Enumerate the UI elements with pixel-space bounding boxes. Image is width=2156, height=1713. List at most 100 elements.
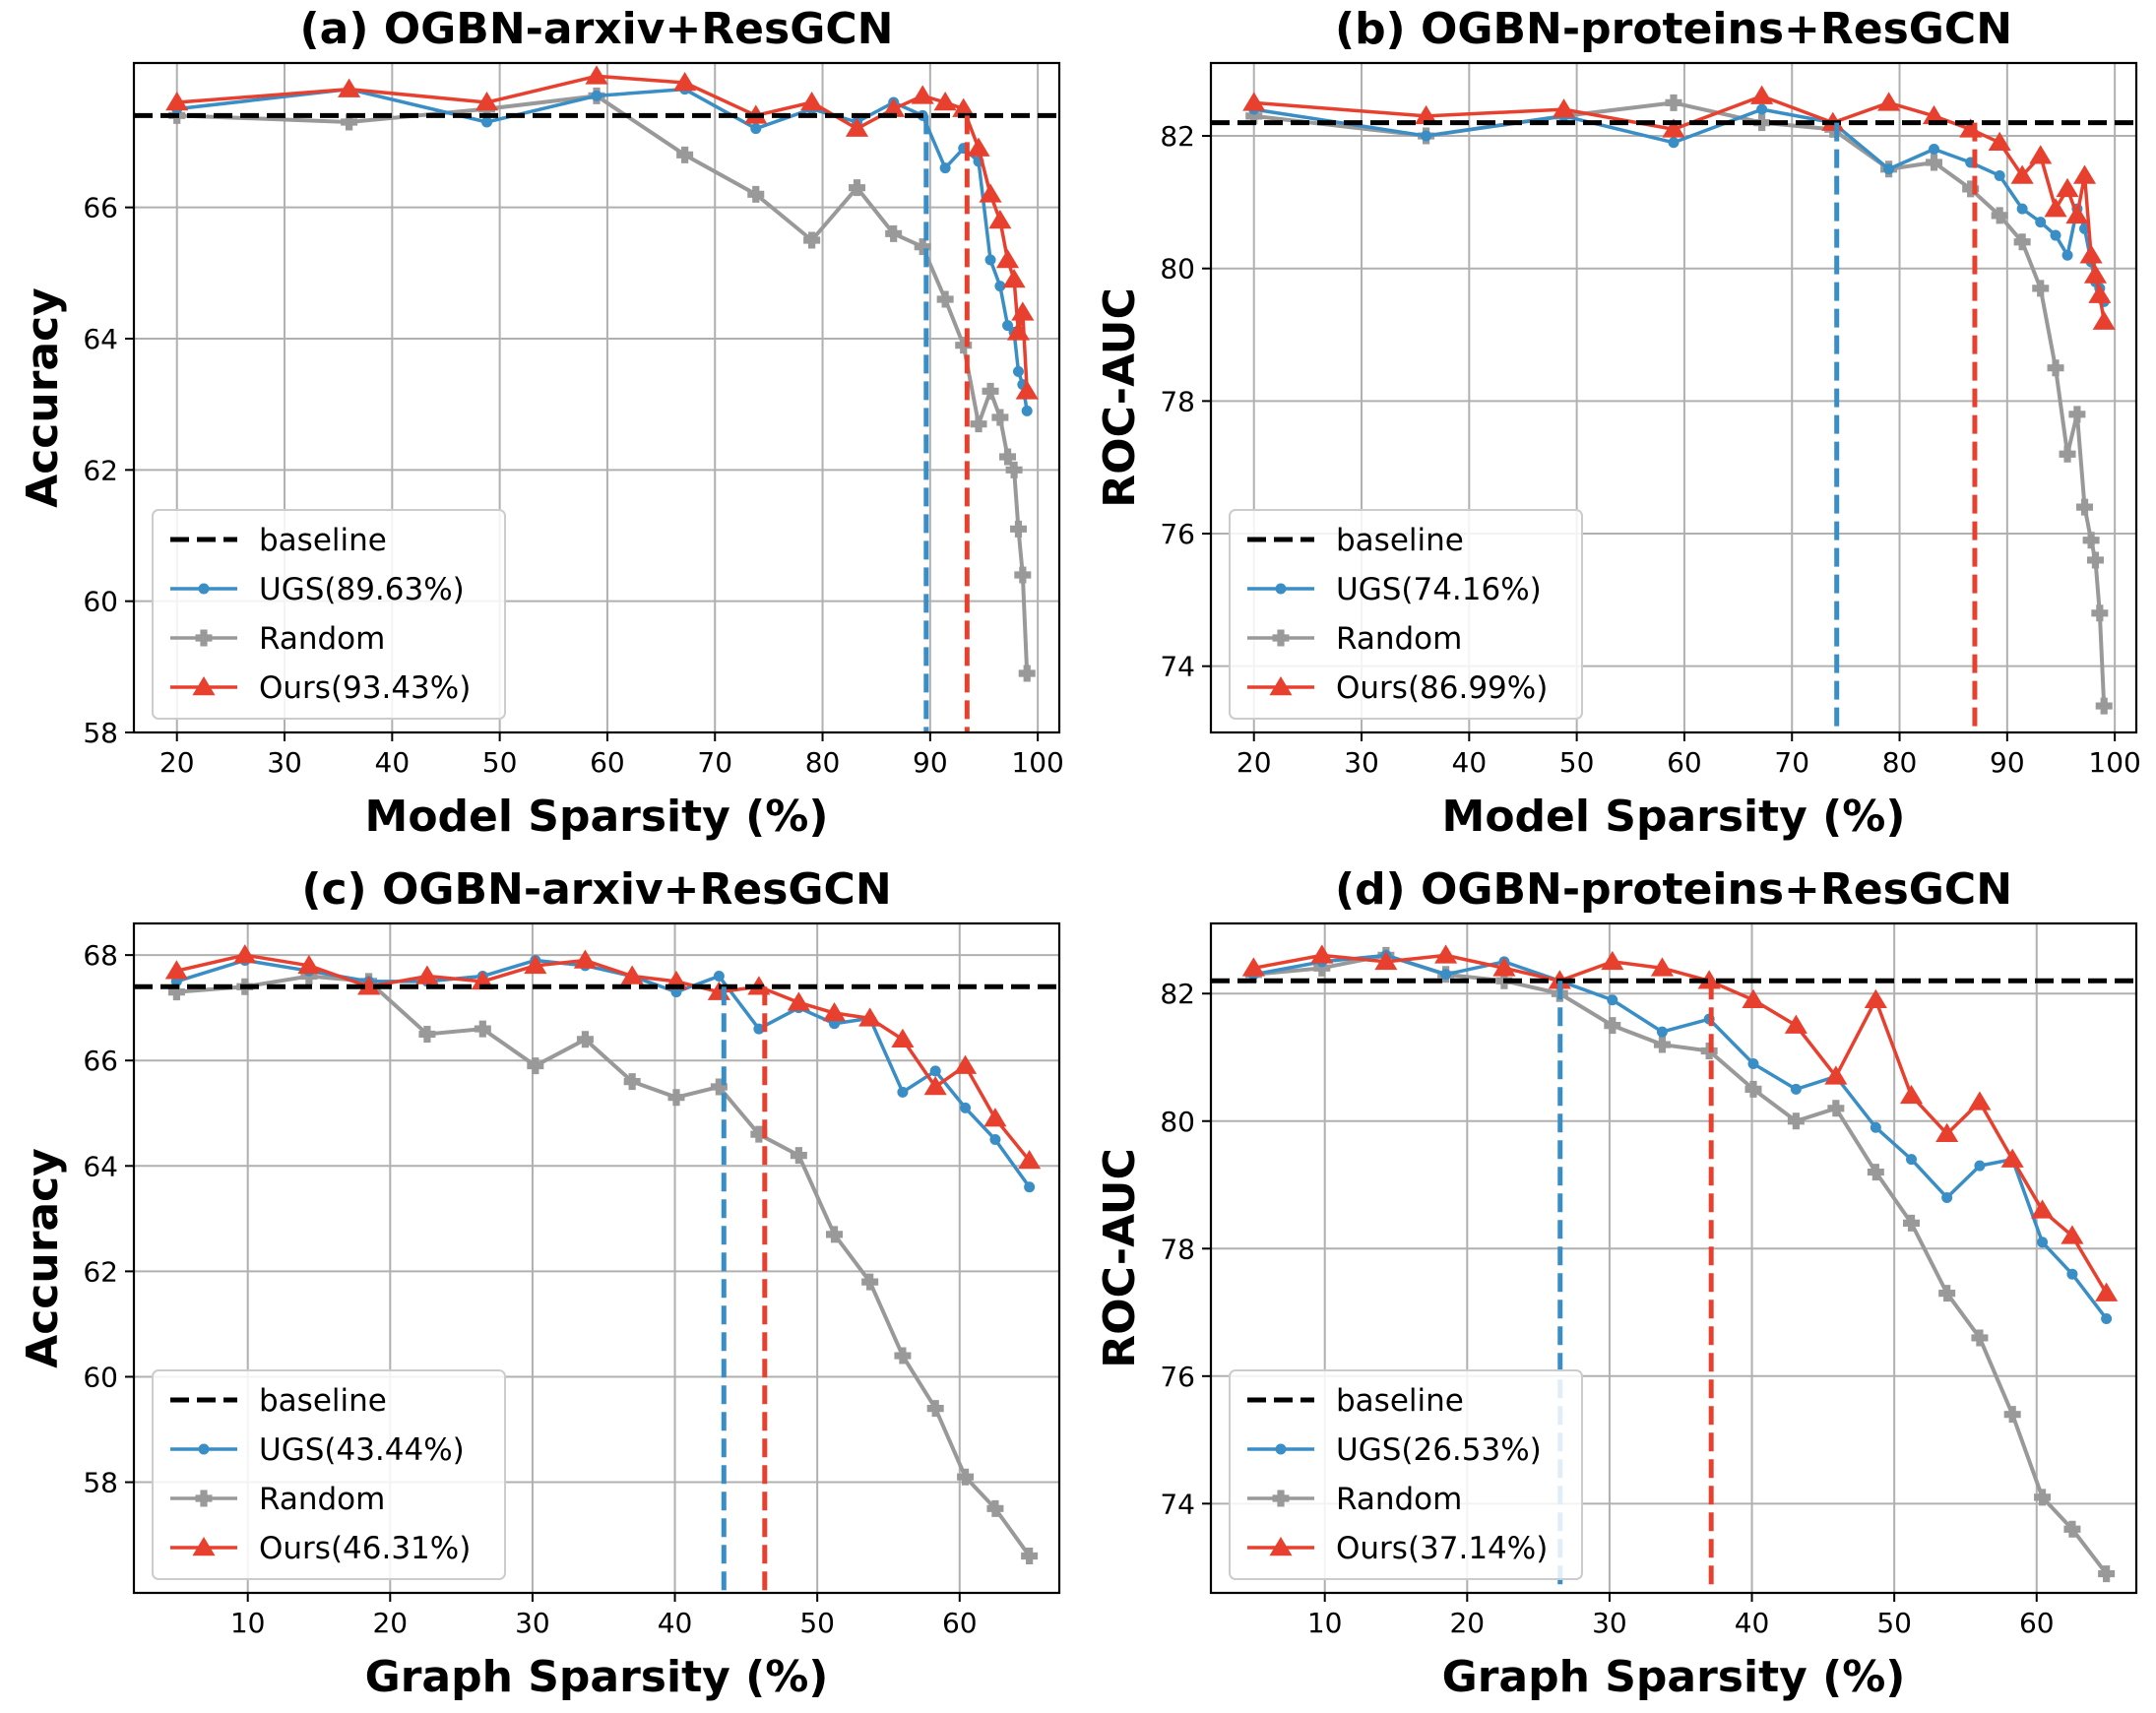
data-point-ugs	[1012, 365, 1024, 377]
data-point-ours	[1241, 957, 1265, 977]
data-point-random	[2098, 1565, 2116, 1583]
series-line-ugs	[175, 958, 1032, 1188]
data-point-ugs	[1021, 405, 1033, 416]
x-tick-label: 30	[1592, 1607, 1627, 1639]
y-tick-label: 68	[83, 939, 118, 972]
data-point-ours	[1492, 957, 1516, 977]
data-point-random	[991, 409, 1009, 426]
data-point-random	[667, 1089, 685, 1107]
data-point-random	[1604, 1017, 1621, 1035]
data-point-ours	[2061, 1225, 2084, 1244]
y-tick-label: 58	[83, 717, 118, 749]
data-point-ours	[338, 78, 361, 97]
data-point-random	[341, 113, 358, 131]
data-point-ours	[1824, 1065, 1848, 1085]
data-point-random	[474, 1020, 491, 1038]
legend-box	[152, 509, 506, 720]
y-tick-label: 58	[83, 1467, 118, 1499]
x-tick-label: 10	[1307, 1607, 1343, 1639]
data-point-ours	[1374, 950, 1398, 971]
data-point-random	[1827, 1100, 1845, 1117]
legend-marker-ugs	[198, 583, 210, 595]
data-point-random	[750, 1125, 768, 1143]
y-axis-label: Accuracy	[18, 287, 68, 508]
legend-label-ours: Ours(93.43%)	[259, 670, 471, 706]
data-point-ugs	[1024, 1181, 1036, 1193]
data-point-random	[861, 1273, 879, 1291]
data-point-ours	[995, 249, 1020, 269]
data-point-ugs	[2050, 229, 2061, 241]
data-point-ugs	[1656, 1026, 1668, 1038]
chart-panel-3: 10 20 30 40 50 60 58 60 62 64 66 68 (c) OGBN-arxiv+R…	[18, 864, 1061, 1702]
data-point-random	[2076, 498, 2094, 516]
y-tick-label: 76	[1160, 1361, 1195, 1393]
data-point-random	[527, 1057, 544, 1075]
data-point-random	[1245, 107, 1263, 125]
x-tick-label: 100	[1011, 746, 1063, 779]
data-point-random	[1014, 566, 1032, 584]
x-tick-label: 50	[1559, 746, 1595, 779]
data-point-ugs	[897, 1086, 909, 1098]
legend-label-ours: Ours(86.99%)	[1336, 670, 1548, 706]
data-point-ours	[233, 944, 257, 964]
data-point-ours	[800, 92, 824, 111]
y-tick-label: 78	[1160, 385, 1195, 417]
data-point-ugs	[984, 254, 996, 266]
x-axis-label: Model Sparsity (%)	[365, 792, 829, 842]
data-point-ours	[2029, 145, 2053, 164]
data-point-random	[418, 1025, 436, 1043]
x-tick-label: 60	[2019, 1607, 2055, 1639]
data-point-ugs	[1941, 1191, 1953, 1203]
data-point-ours	[1750, 85, 1774, 104]
data-point-random	[710, 1078, 728, 1096]
data-point-ugs	[713, 971, 725, 983]
data-point-ours	[933, 92, 957, 111]
plot-frame	[1209, 921, 2138, 1595]
y-tick-label: 60	[83, 586, 118, 618]
data-point-ours	[2031, 1199, 2055, 1219]
data-point-random	[1787, 1112, 1805, 1130]
legend-label-ugs: UGS(26.53%)	[1336, 1432, 1542, 1468]
data-point-ours	[2095, 1282, 2119, 1301]
data-point-random	[826, 1226, 844, 1243]
data-point-random	[1005, 461, 1023, 478]
data-point-ours	[297, 954, 321, 975]
data-point-random	[1753, 114, 1771, 132]
x-tick-label: 60	[1667, 746, 1702, 779]
chart-title: (b) OGBN-proteins+ResGCN	[1335, 4, 2012, 54]
data-point-ours	[1011, 301, 1035, 321]
data-point-ours	[1650, 957, 1674, 977]
data-point-ugs	[2101, 1313, 2113, 1325]
data-point-ugs	[989, 1134, 1001, 1146]
data-point-ours	[1601, 950, 1624, 971]
data-point-random	[1009, 520, 1027, 538]
data-point-random	[955, 337, 973, 354]
data-point-random	[999, 448, 1017, 466]
x-tick-label: 10	[230, 1607, 266, 1639]
data-point-ugs	[2037, 1237, 2049, 1248]
data-point-ugs	[939, 162, 951, 174]
data-point-ours	[164, 960, 188, 980]
x-tick-label: 90	[913, 746, 948, 779]
data-point-random	[1867, 1164, 1884, 1181]
data-point-ours	[165, 92, 189, 111]
data-point-ours	[967, 137, 990, 157]
series-line-random	[176, 974, 1032, 1557]
data-point-ugs	[1421, 130, 1432, 142]
data-point-random	[936, 290, 954, 308]
data-point-ours	[1784, 1014, 1807, 1034]
data-point-random	[1903, 1214, 1921, 1232]
data-point-random	[1926, 154, 1943, 171]
y-axis-label: Accuracy	[18, 1148, 68, 1368]
data-point-ours	[1434, 944, 1458, 964]
legend-label-baseline: baseline	[259, 1383, 387, 1419]
data-point-ugs	[753, 1023, 765, 1035]
data-point-ours	[891, 1028, 915, 1048]
data-point-random	[2063, 1520, 2081, 1538]
data-point-random	[914, 238, 931, 256]
data-point-ugs	[1668, 137, 1680, 149]
data-point-ours	[1662, 118, 1685, 138]
data-point-ugs	[1929, 144, 1940, 156]
legend: baseline UGS(26.53%) Random Ours(37.14%)	[1229, 1369, 1583, 1580]
chart-title: (a) OGBN-arxiv+ResGCN	[300, 4, 894, 54]
